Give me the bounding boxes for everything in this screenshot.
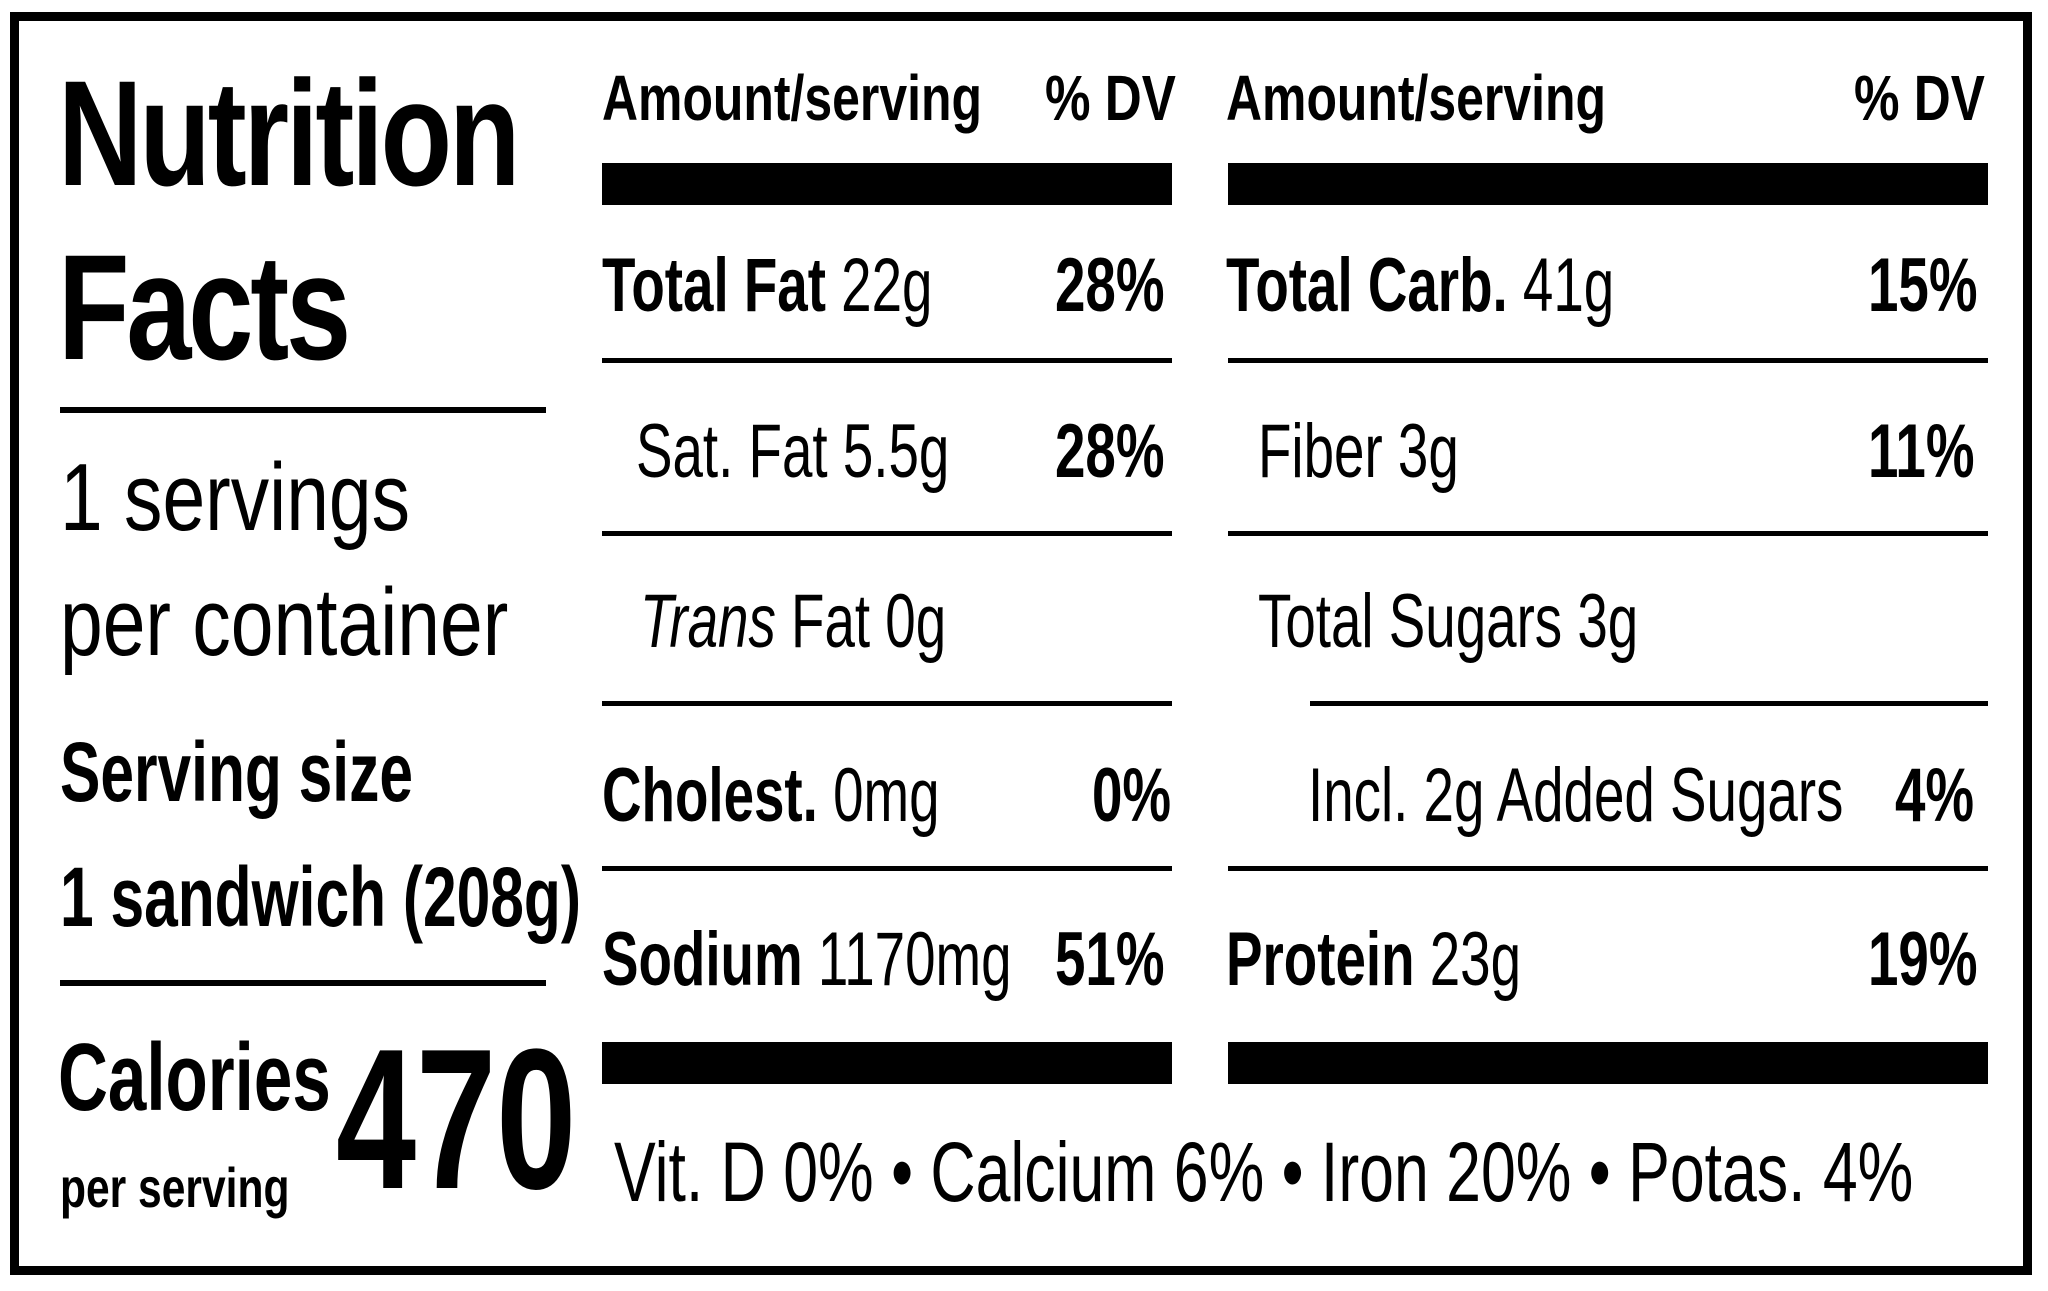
total-carb-dv: 15% [1868,243,1978,328]
left-divider-3 [602,701,1172,706]
left-divider-1 [602,358,1172,363]
total-fat-amount: 22g [841,243,933,328]
protein-dv-cell: 19% [1868,922,2020,998]
title-line-2: Facts [58,232,430,382]
total-carb-dv-cell: 15% [1868,248,2020,324]
cholesterol-dv-cell: 0% [1092,758,1202,834]
right-thick-bar-bottom [1228,1042,1988,1084]
servings-line-1: 1 servings [60,450,498,546]
calories-value-row: 470 [336,1020,670,1220]
trans-fat-amount: Fat 0g [791,579,947,664]
servings-per-container-text: per container [60,569,509,676]
protein-amount: 23g [1429,917,1522,1002]
left-divider-4 [602,866,1172,871]
right-divider-4 [1228,866,1988,871]
sodium-dv: 51% [1055,917,1165,1002]
title-line-1: Nutrition [58,58,647,208]
row-protein: Protein 23g [1226,922,1636,998]
sodium-label: Sodium [602,917,803,1002]
sat-fat-dv: 28% [1055,409,1165,494]
fiber-dv-cell: 11% [1868,414,2016,490]
serving-size-value: 1 sandwich (208g) [60,850,581,944]
cholesterol-label: Cholest. [602,753,818,838]
total-fat-label: Total Fat [602,243,826,328]
left-header-amount: Amount/serving [602,66,1089,130]
added-sugars-label: Incl. 2g Added Sugars [1308,753,1844,838]
added-sugars-dv: 4% [1895,753,1975,838]
row-total-carb: Total Carb. 41g [1226,248,1765,324]
sat-fat-amount: 5.5g [842,409,950,494]
total-fat-dv: 28% [1055,243,1165,328]
row-total-sugars: Total Sugars 3g [1258,584,1786,660]
right-header-dv: % DV [1854,66,2018,130]
vitamins-minerals-text: Vit. D 0% • Calcium 6% • Iron 20% • Pota… [614,1125,1914,1219]
left-header-dv: % DV [1045,66,1209,130]
left-header-dv-text: % DV [1045,62,1176,134]
serving-size-row: Serving size [60,730,550,814]
fiber-dv: 11% [1868,409,1975,494]
right-divider-2 [1228,531,1988,536]
left-thick-bar-bottom [602,1042,1172,1084]
fiber-amount: 3g [1397,409,1459,494]
calories-label-row: Calories [58,1030,437,1126]
right-header-amount: Amount/serving [1226,66,1713,130]
title-nutrition: Nutrition [58,49,520,217]
vitamins-minerals-line: Vit. D 0% • Calcium 6% • Iron 20% • Pota… [614,1130,2048,1214]
right-header-dv-text: % DV [1854,62,1985,134]
per-serving-label: per serving [60,1156,290,1219]
total-carb-label: Total Carb. [1226,243,1508,328]
sat-fat-label: Sat. Fat [636,409,828,494]
cholesterol-dv: 0% [1092,753,1172,838]
added-sugars-dv-cell: 4% [1895,758,2005,834]
total-sugars-amount: 3g [1577,579,1639,664]
sodium-amount: 1170mg [817,917,1012,1002]
left-thick-bar-top [602,163,1172,205]
row-trans-fat: Trans Fat 0g [640,584,1065,660]
fiber-label: Fiber [1258,409,1383,494]
right-header-amount-text: Amount/serving [1226,62,1606,134]
protein-dv: 19% [1868,917,1978,1002]
trans-fat-label: Trans [640,579,776,664]
right-thick-bar-top [1228,163,1988,205]
per-serving-row: per serving [60,1160,362,1216]
sodium-dv-cell: 51% [1055,922,1207,998]
protein-label: Protein [1226,917,1415,1002]
sat-fat-dv-cell: 28% [1055,414,1207,490]
cholesterol-amount: 0mg [833,753,940,838]
right-divider-1 [1228,358,1988,363]
right-divider-3 [1310,701,1988,706]
title-divider [60,407,546,413]
left-header-amount-text: Amount/serving [602,62,982,134]
total-fat-dv-cell: 28% [1055,248,1207,324]
serving-divider [60,980,546,986]
calories-label: Calories [58,1024,331,1131]
row-fiber: Fiber 3g [1258,414,1537,490]
row-cholesterol: Cholest. 0mg [602,758,1071,834]
row-total-fat: Total Fat 22g [602,248,1061,324]
calories-value: 470 [336,1008,577,1231]
serving-size-value-row: 1 sandwich (208g) [60,855,784,939]
servings-line-2: per container [60,575,620,671]
row-sat-fat: Sat. Fat 5.5g [636,414,1071,490]
total-sugars-label: Total Sugars [1258,579,1563,664]
row-sodium: Sodium 1170mg [602,922,1171,998]
servings-per-container-count: 1 servings [60,444,411,551]
total-carb-amount: 41g [1522,243,1615,328]
title-facts: Facts [58,223,351,391]
row-added-sugars: Incl. 2g Added Sugars [1308,758,2048,834]
left-divider-2 [602,531,1172,536]
serving-size-label: Serving size [60,725,413,819]
